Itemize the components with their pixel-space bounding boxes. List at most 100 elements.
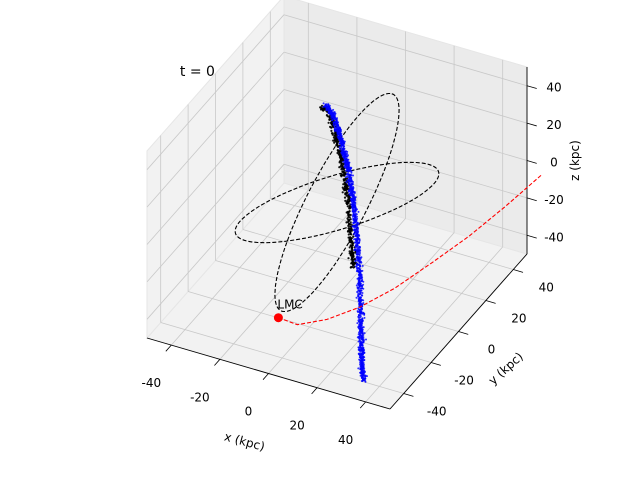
particle [360, 287, 363, 290]
particle [338, 132, 341, 135]
particle [333, 118, 336, 120]
particle [343, 196, 347, 199]
particle [343, 178, 346, 181]
particle [356, 322, 359, 325]
particle [351, 214, 354, 217]
z-tick-label: 40 [546, 81, 561, 95]
particle [353, 199, 355, 202]
particle [339, 165, 342, 168]
particle [348, 210, 351, 213]
particle [342, 187, 345, 191]
particle [346, 152, 348, 155]
particle [352, 181, 354, 183]
particle [327, 103, 330, 106]
particle [345, 211, 348, 214]
particle [361, 376, 364, 379]
particle [362, 368, 365, 370]
particle [357, 340, 360, 343]
particle [342, 153, 345, 156]
particle [330, 132, 334, 135]
particle [327, 121, 330, 124]
particle [336, 121, 339, 124]
particle [359, 291, 362, 294]
particle [345, 194, 348, 197]
particle [363, 359, 366, 361]
particle [329, 125, 332, 128]
z-tick-mark [526, 234, 537, 239]
axes-ticks: -40 -20 0 20 40 -40 -20 0 20 40 -40 -20 0 20 40 [141, 67, 564, 447]
particle [351, 191, 354, 194]
particle [336, 127, 339, 130]
particle [340, 149, 343, 152]
particle [339, 159, 342, 162]
particle [333, 137, 336, 140]
particle [332, 139, 335, 142]
particle [354, 207, 357, 210]
particle [350, 248, 353, 251]
particle [355, 223, 358, 225]
particle [340, 157, 343, 160]
particle [356, 310, 359, 313]
particle [356, 245, 358, 248]
particle [362, 332, 364, 335]
y-tick-mark [430, 362, 441, 366]
lmc-orbit-line [278, 174, 543, 326]
particle [362, 377, 365, 380]
particle [347, 229, 350, 233]
particle [339, 129, 342, 132]
particle [343, 169, 346, 172]
particle [348, 207, 351, 210]
particle [361, 276, 364, 279]
particle [347, 176, 350, 179]
particle [360, 369, 363, 372]
particle [361, 371, 364, 374]
particle [353, 220, 356, 223]
particle [359, 252, 361, 254]
particle [353, 241, 356, 244]
particle [352, 261, 355, 264]
particle [356, 208, 358, 211]
particle [349, 221, 352, 224]
particle [358, 264, 361, 267]
particle [355, 228, 358, 231]
particle [346, 177, 349, 180]
particle [342, 160, 345, 163]
particle [353, 232, 356, 235]
particle [361, 351, 364, 354]
x-tick-mark [359, 401, 366, 409]
particle [354, 251, 357, 254]
particle [342, 143, 345, 146]
particle [350, 262, 353, 265]
particle [347, 162, 350, 165]
particle [358, 271, 361, 274]
particle [340, 162, 343, 166]
particle [357, 246, 360, 249]
particle [326, 115, 329, 118]
axes-panes [146, 0, 528, 410]
particle [360, 353, 363, 356]
particle [358, 321, 361, 324]
particle [362, 356, 365, 358]
particle [330, 121, 333, 124]
particle [325, 109, 328, 112]
particle [362, 311, 365, 314]
particle [325, 107, 328, 110]
particle [340, 168, 343, 171]
particle [357, 249, 360, 252]
particle [363, 316, 366, 319]
x-tick-label: -40 [141, 376, 161, 390]
particle [345, 183, 348, 186]
particle [353, 210, 356, 213]
particle [344, 185, 347, 188]
particle [362, 340, 365, 343]
particle [364, 380, 367, 383]
particle [345, 155, 348, 158]
particle [354, 260, 357, 263]
particle [358, 289, 361, 292]
x-tick-mark [311, 387, 318, 395]
particle [355, 284, 358, 287]
x-tick-label: 20 [289, 419, 304, 433]
z-tick-mark [526, 122, 537, 127]
data-layer [234, 92, 543, 383]
z-tick-mark [526, 160, 537, 164]
